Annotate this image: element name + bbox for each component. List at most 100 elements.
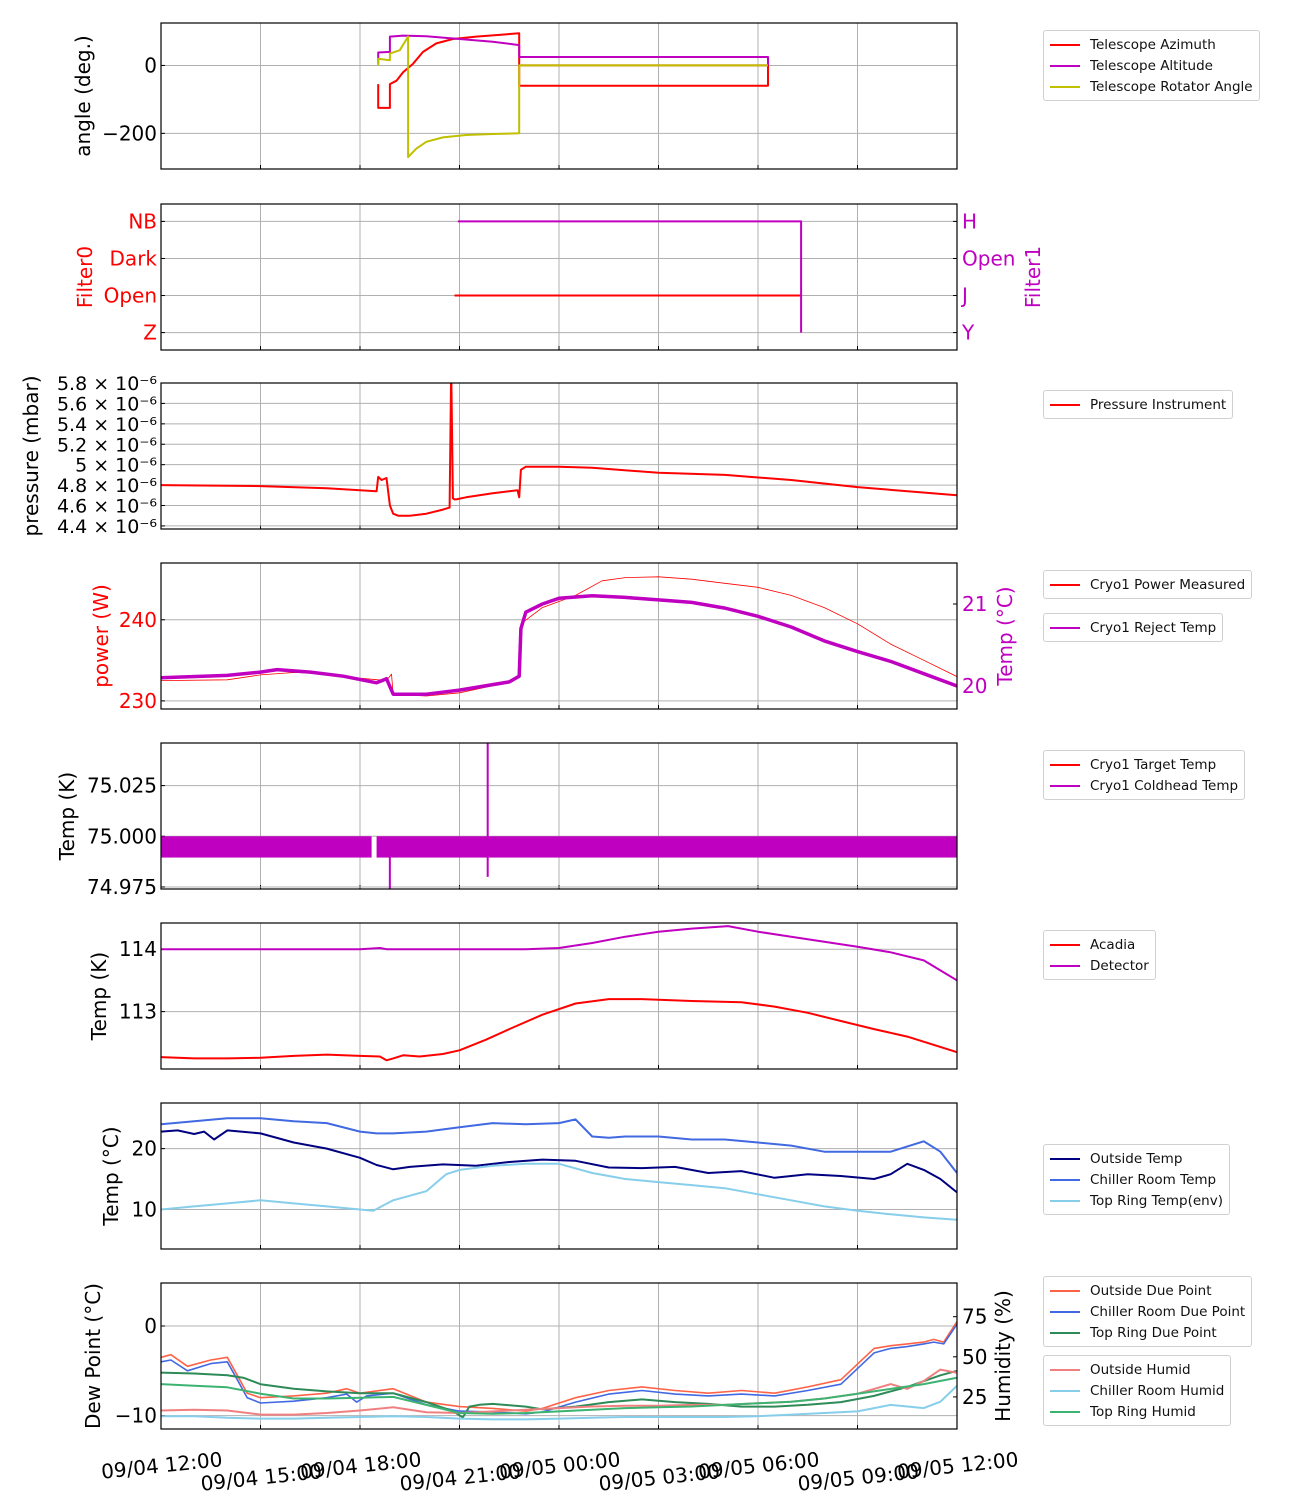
y-tick-label: 5.2 × 10⁻⁶ — [57, 434, 157, 456]
legend-detector: Acadia Detector — [1043, 930, 1156, 980]
series-line-cryo1-reject-temp — [161, 594, 957, 696]
legend-item: Top Ring Humid — [1050, 1401, 1224, 1422]
y-right-tick-label: Y — [961, 321, 975, 345]
y-axis-label-right: Temp (°C) — [993, 586, 1017, 686]
legend-swatch — [1050, 1178, 1080, 1181]
panel-cryo-coldhead: 74.975 75.000 75.025 Temp (K) — [55, 742, 958, 899]
series-line-detector — [161, 925, 957, 982]
axes-frame — [160, 742, 958, 890]
legend-label: Detector — [1090, 957, 1149, 974]
y-tick-label: 5.8 × 10⁻⁶ — [57, 373, 157, 395]
plot-area — [161, 1321, 957, 1421]
plot-area — [161, 383, 957, 517]
y-tick-label: 10 — [132, 1197, 157, 1221]
legend-label: Chiller Room Humid — [1090, 1382, 1225, 1399]
legend-swatch — [1050, 1389, 1080, 1392]
legend-swatch — [1050, 1368, 1080, 1371]
legend-swatch — [1050, 1331, 1080, 1334]
y-tick-label: Open — [104, 284, 157, 308]
y-right-tick-label: J — [960, 284, 968, 308]
legend-swatch — [1050, 403, 1080, 406]
legend-swatch — [1050, 626, 1080, 629]
legend-label: Pressure Instrument — [1090, 396, 1227, 413]
plot-area — [454, 220, 803, 333]
legend-item: Telescope Rotator Angle — [1050, 76, 1253, 97]
series-line-top-ring-due-point — [161, 1369, 957, 1419]
legend-item: Acadia — [1050, 934, 1149, 955]
series-line-outside-temp — [161, 1129, 957, 1194]
y-tick-label: Dark — [110, 246, 158, 270]
legend-item: Telescope Altitude — [1050, 55, 1253, 76]
y-tick-label: 0 — [144, 53, 157, 77]
axes-frame — [160, 1282, 958, 1430]
panel-pressure: 4.4 × 10⁻⁶4.6 × 10⁻⁶4.8 × 10⁻⁶5 × 10⁻⁶5.… — [19, 373, 958, 538]
legend-telescope: Telescope Azimuth Telescope Altitude Teles… — [1043, 30, 1260, 101]
y-tick-label: 4.4 × 10⁻⁶ — [57, 516, 157, 538]
legend-item: Outside Humid — [1050, 1359, 1224, 1380]
y-right-tick-label: Open — [962, 246, 1015, 270]
y-axis-label: Temp (K) — [87, 952, 111, 1041]
panel-dewpoint: −10 0 25 50 75 Dew Point (°C) Humidity (%) — [81, 1282, 1015, 1430]
legend-swatch — [1050, 583, 1080, 586]
series-line-acadia — [161, 998, 957, 1062]
axes-frame — [160, 382, 958, 530]
legend-label: Telescope Altitude — [1090, 57, 1213, 74]
y-tick-label: 230 — [119, 689, 157, 713]
y-right-tick-label: 50 — [962, 1345, 987, 1369]
axes-frame — [160, 922, 958, 1070]
y-tick-label: 75.000 — [87, 824, 157, 848]
legend-item: Telescope Azimuth — [1050, 34, 1253, 55]
legend-label: Top Ring Due Point — [1090, 1324, 1217, 1341]
y-tick-label: −200 — [102, 121, 157, 145]
legend-item: Cryo1 Power Measured — [1050, 574, 1245, 595]
legend-item: Top Ring Temp(env) — [1050, 1190, 1223, 1211]
y-tick-label: 75.025 — [87, 774, 157, 798]
legend-cryo-power: Cryo1 Power Measured — [1043, 570, 1253, 599]
y-tick-label: 5.4 × 10⁻⁶ — [57, 414, 157, 436]
panel-detector: 113 114 Temp (K) — [87, 922, 958, 1070]
plot-area — [161, 576, 957, 697]
legend-swatch — [1050, 85, 1080, 88]
series-line-telescope-rotator-angle — [377, 35, 768, 159]
series-line-filter1 — [457, 220, 803, 333]
y-right-tick-label: 20 — [962, 674, 987, 698]
series-line-chiller-room-humid — [161, 1384, 957, 1421]
legend-label: Cryo1 Reject Temp — [1090, 619, 1217, 636]
coldhead-band-segment — [376, 836, 957, 858]
legend-item: Top Ring Due Point — [1050, 1322, 1245, 1343]
legend-pressure: Pressure Instrument — [1043, 390, 1234, 419]
y-tick-label: 0 — [144, 1314, 157, 1338]
y-right-tick-label: 75 — [962, 1305, 987, 1329]
legend-swatch — [1050, 784, 1080, 787]
plot-area — [377, 32, 769, 159]
legend-swatch — [1050, 763, 1080, 766]
x-tick-label: 09/05 12:00 — [896, 1447, 1019, 1484]
series-line-outside-humid — [161, 1368, 957, 1416]
series-line-top-ring-humid — [161, 1376, 957, 1415]
legend-label: Outside Temp — [1090, 1150, 1183, 1167]
y-right-tick-label: 25 — [962, 1385, 987, 1409]
y-tick-label: Z — [143, 321, 157, 345]
legend-label: Telescope Azimuth — [1090, 36, 1216, 53]
legend-label: Outside Humid — [1090, 1361, 1191, 1378]
y-right-tick-label: 21 — [962, 592, 987, 616]
y-tick-label: 4.8 × 10⁻⁶ — [57, 475, 157, 497]
legend-item: Chiller Room Humid — [1050, 1380, 1224, 1401]
y-axis-label: Temp (K) — [55, 772, 79, 861]
legend-swatch — [1050, 1199, 1080, 1202]
panel-telescope: 0 −200 angle (deg.) — [71, 22, 958, 170]
legend-item: Outside Temp — [1050, 1148, 1223, 1169]
legend-label: Outside Due Point — [1090, 1282, 1212, 1299]
legend-label: Top Ring Humid — [1090, 1403, 1196, 1420]
series-line-telescope-azimuth — [377, 32, 769, 109]
legend-cryo-power: Cryo1 Reject Temp — [1043, 613, 1224, 642]
y-axis-label-right: Humidity (%) — [991, 1290, 1015, 1422]
coldhead-band-segment — [161, 836, 372, 858]
panel-cryo-power: 230 240 20 21 power (W) Temp (°C) — [89, 562, 1017, 713]
y-axis-label: angle (deg.) — [71, 35, 95, 157]
y-tick-label: 5.6 × 10⁻⁶ — [57, 393, 157, 415]
legend-item: Chiller Room Due Point — [1050, 1301, 1245, 1322]
legend-label: Top Ring Temp(env) — [1090, 1192, 1223, 1209]
y-tick-label: 114 — [119, 937, 157, 961]
